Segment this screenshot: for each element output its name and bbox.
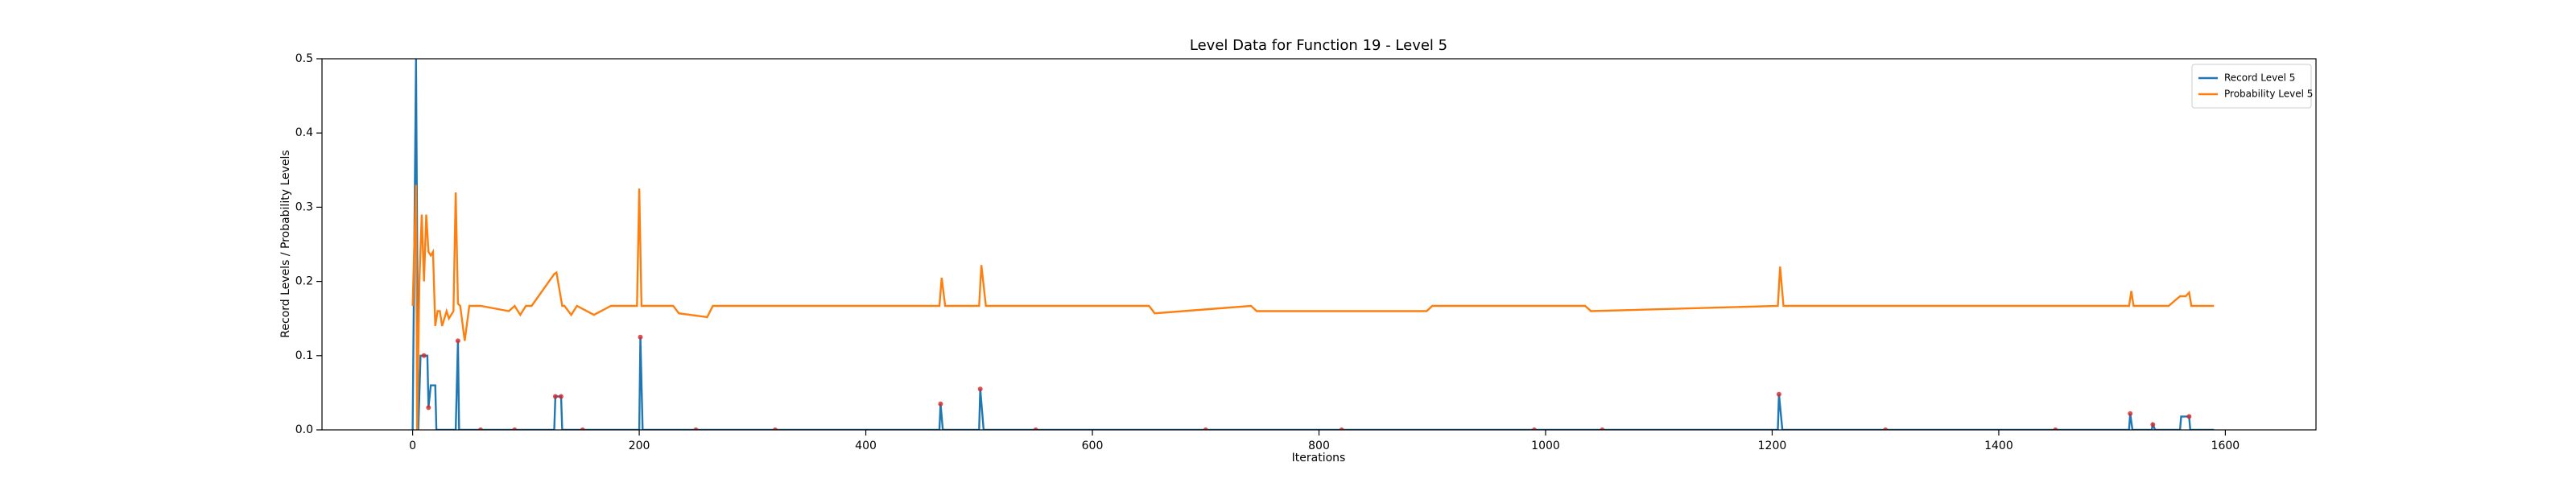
point — [1203, 427, 1208, 430]
point — [1600, 427, 1605, 430]
y-tick-label: 0.0 — [295, 423, 313, 436]
point — [638, 334, 643, 340]
point — [478, 427, 484, 430]
point — [1531, 427, 1537, 430]
y-axis-label: Record Levels / Probability Levels — [279, 150, 292, 337]
y-tick-label: 0.2 — [295, 275, 313, 288]
x-tick-label: 0 — [409, 440, 416, 452]
point — [1033, 427, 1038, 430]
point — [558, 394, 564, 399]
axes-frame — [321, 58, 2317, 431]
legend-label: Record Level 5 — [2224, 72, 2295, 84]
plot-area — [411, 59, 2215, 430]
x-tick-label: 1000 — [1531, 440, 1560, 452]
x-tick-label: 1400 — [1984, 440, 2013, 452]
point — [2150, 422, 2156, 427]
point — [1776, 391, 1781, 397]
x-tick-label: 1600 — [2211, 440, 2240, 452]
point — [552, 394, 558, 399]
y-tick-label: 0.5 — [295, 52, 313, 65]
x-tick-label: 200 — [629, 440, 650, 452]
point — [421, 353, 427, 358]
point — [455, 338, 460, 344]
point — [2186, 414, 2192, 419]
point — [2128, 411, 2133, 416]
x-tick-label: 1200 — [1758, 440, 1787, 452]
point — [1883, 427, 1889, 430]
series-line — [411, 59, 2215, 430]
point — [693, 427, 699, 430]
legend-label: Probability Level 5 — [2224, 89, 2313, 100]
point — [1339, 427, 1344, 430]
point — [512, 427, 518, 430]
y-tick-label: 0.3 — [295, 200, 313, 213]
point — [426, 405, 431, 411]
series-line — [411, 184, 2215, 430]
point — [580, 427, 585, 430]
point — [772, 427, 778, 430]
point — [2053, 427, 2058, 430]
y-tick-label: 0.1 — [295, 349, 313, 362]
chart-title: Level Data for Function 19 - Level 5 — [1190, 37, 1447, 54]
x-axis-label: Iterations — [1292, 452, 1346, 464]
x-tick-label: 600 — [1082, 440, 1104, 452]
point — [977, 386, 983, 392]
legend-box — [2191, 64, 2312, 109]
x-tick-label: 800 — [1308, 440, 1330, 452]
x-tick-label: 400 — [855, 440, 877, 452]
point — [938, 401, 943, 407]
y-tick-label: 0.4 — [295, 126, 313, 139]
